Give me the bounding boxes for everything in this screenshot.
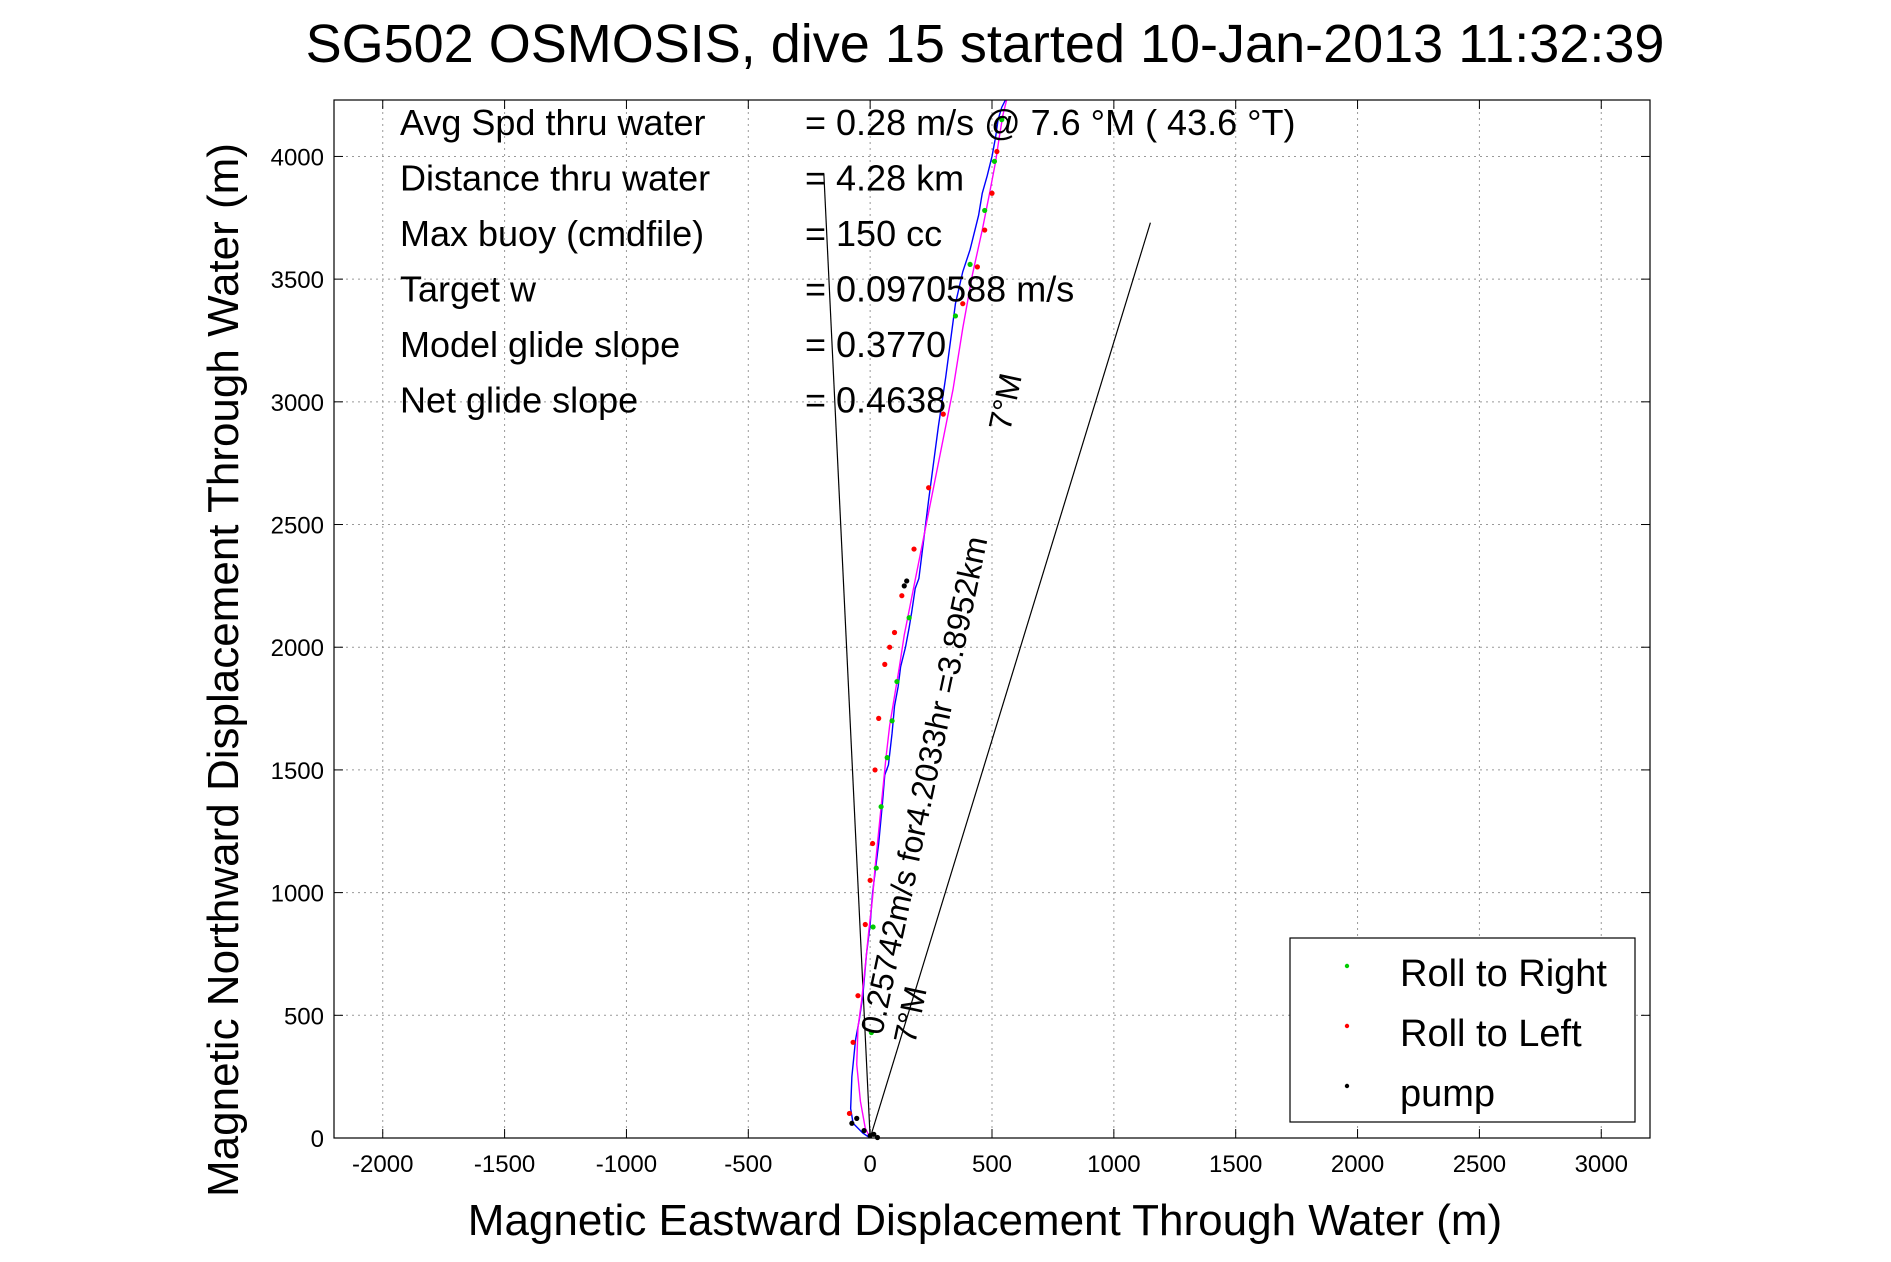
marker-roll-left	[850, 1039, 856, 1045]
marker-roll-left	[891, 629, 898, 636]
marker-pump	[901, 583, 907, 589]
x-tick-label: 1000	[1087, 1151, 1140, 1178]
legend-label: Roll to Left	[1400, 1013, 1582, 1055]
y-tick-label: 3000	[271, 390, 324, 417]
marker-roll-left	[982, 227, 988, 233]
y-tick-label: 4000	[271, 144, 324, 171]
marker-roll-left	[846, 1110, 853, 1117]
marker-roll-right	[873, 865, 879, 871]
marker-roll-right	[982, 207, 988, 214]
stats-block: Avg Spd thru water = 0.28 m/s @ 7.6 °M ( …	[400, 102, 1296, 421]
legend-marker	[1344, 1023, 1350, 1029]
x-tick-label: 2500	[1453, 1151, 1506, 1178]
y-tick-label: 0	[311, 1126, 324, 1153]
x-tick-label: 1500	[1209, 1151, 1262, 1178]
x-tick-label: -1500	[474, 1151, 535, 1178]
marker-roll-left	[989, 190, 995, 196]
x-tick-label: 0	[863, 1151, 876, 1178]
marker-roll-left	[899, 593, 905, 599]
stat-value: = 0.28 m/s @ 7.6 °M ( 43.6 °T)	[805, 102, 1296, 143]
marker-layer	[846, 117, 1005, 1141]
marker-pump	[861, 1128, 867, 1134]
chart-title: SG502 OSMOSIS, dive 15 started 10-Jan-20…	[306, 14, 1665, 74]
marker-roll-left	[869, 840, 876, 847]
x-tick-label: -500	[724, 1151, 772, 1178]
current-lines	[823, 173, 1151, 1139]
stat-label: Distance thru water	[400, 158, 710, 199]
legend: Roll to Right Roll to Left pump	[1289, 937, 1636, 1123]
heading-annotation-top: 7°M	[982, 370, 1029, 433]
marker-roll-right	[889, 718, 895, 724]
stat-value: = 4.28 km	[805, 158, 964, 199]
current-vector-line	[823, 173, 871, 1139]
marker-pump	[871, 1131, 877, 1137]
marker-pump	[904, 578, 910, 584]
legend-label: Roll to Right	[1400, 953, 1607, 995]
marker-roll-right	[894, 678, 900, 685]
marker-roll-left	[862, 921, 868, 928]
legend-marker	[1344, 963, 1350, 969]
marker-roll-right	[878, 804, 884, 810]
marker-roll-left	[882, 661, 888, 667]
marker-roll-right	[967, 261, 973, 268]
stat-label: Avg Spd thru water	[400, 102, 706, 143]
marker-pump	[849, 1120, 855, 1126]
y-tick-label: 2000	[271, 635, 324, 662]
y-axis-label: Magnetic Northward Displacement Through …	[199, 143, 248, 1197]
x-tick-label: -2000	[352, 1151, 413, 1178]
stat-label: Net glide slope	[400, 380, 638, 421]
stat-label: Max buoy (cmdfile)	[400, 213, 704, 254]
x-tick-label: 3000	[1575, 1151, 1628, 1178]
marker-roll-left	[872, 767, 878, 773]
legend-label: pump	[1400, 1073, 1495, 1115]
stat-value: = 150 cc	[805, 213, 942, 254]
stat-label: Model glide slope	[400, 324, 680, 365]
marker-roll-right	[906, 615, 912, 621]
marker-roll-right	[999, 117, 1005, 123]
marker-roll-left	[960, 301, 966, 307]
y-tick-label: 1500	[271, 758, 324, 785]
marker-roll-right	[868, 1029, 874, 1036]
current-vector-line	[869, 222, 1151, 1139]
marker-roll-left	[887, 644, 893, 650]
marker-roll-left	[867, 877, 873, 883]
x-axis-label: Magnetic Eastward Displacement Through W…	[468, 1196, 1502, 1245]
marker-roll-left	[911, 546, 917, 552]
marker-pump	[854, 1115, 860, 1121]
x-tick-label: 500	[972, 1151, 1012, 1178]
y-tick-label: 1000	[271, 881, 324, 908]
marker-roll-left	[940, 411, 946, 417]
stat-label: Target w	[400, 269, 537, 310]
annotations: 0.25742m/s for4.2033hr =3.8952km 7°M 7°M	[854, 370, 1029, 1046]
marker-roll-left	[876, 715, 882, 721]
marker-roll-left	[926, 485, 932, 491]
marker-roll-right	[884, 755, 890, 761]
stat-value: = 0.3770	[805, 324, 946, 365]
marker-roll-left	[994, 148, 1000, 155]
x-tick-label: 2000	[1331, 1151, 1384, 1178]
marker-roll-left	[855, 993, 861, 999]
y-tick-label: 2500	[271, 513, 324, 540]
marker-roll-right	[952, 313, 959, 319]
marker-roll-left	[974, 264, 980, 270]
legend-box	[1289, 937, 1636, 1123]
marker-roll-right	[991, 158, 998, 164]
y-tick-label: 500	[284, 1003, 324, 1030]
legend-marker	[1344, 1083, 1350, 1089]
stat-value: = 0.4638	[805, 380, 946, 421]
y-tick-label: 3500	[271, 267, 324, 294]
stat-value: = 0.0970588 m/s	[805, 269, 1074, 310]
x-tick-label: -1000	[596, 1151, 657, 1178]
ticks: -2000 -1500 -1000 -500 0 500 1000 1500 2000 2500 3…	[271, 100, 1650, 1178]
marker-roll-right	[870, 924, 876, 930]
